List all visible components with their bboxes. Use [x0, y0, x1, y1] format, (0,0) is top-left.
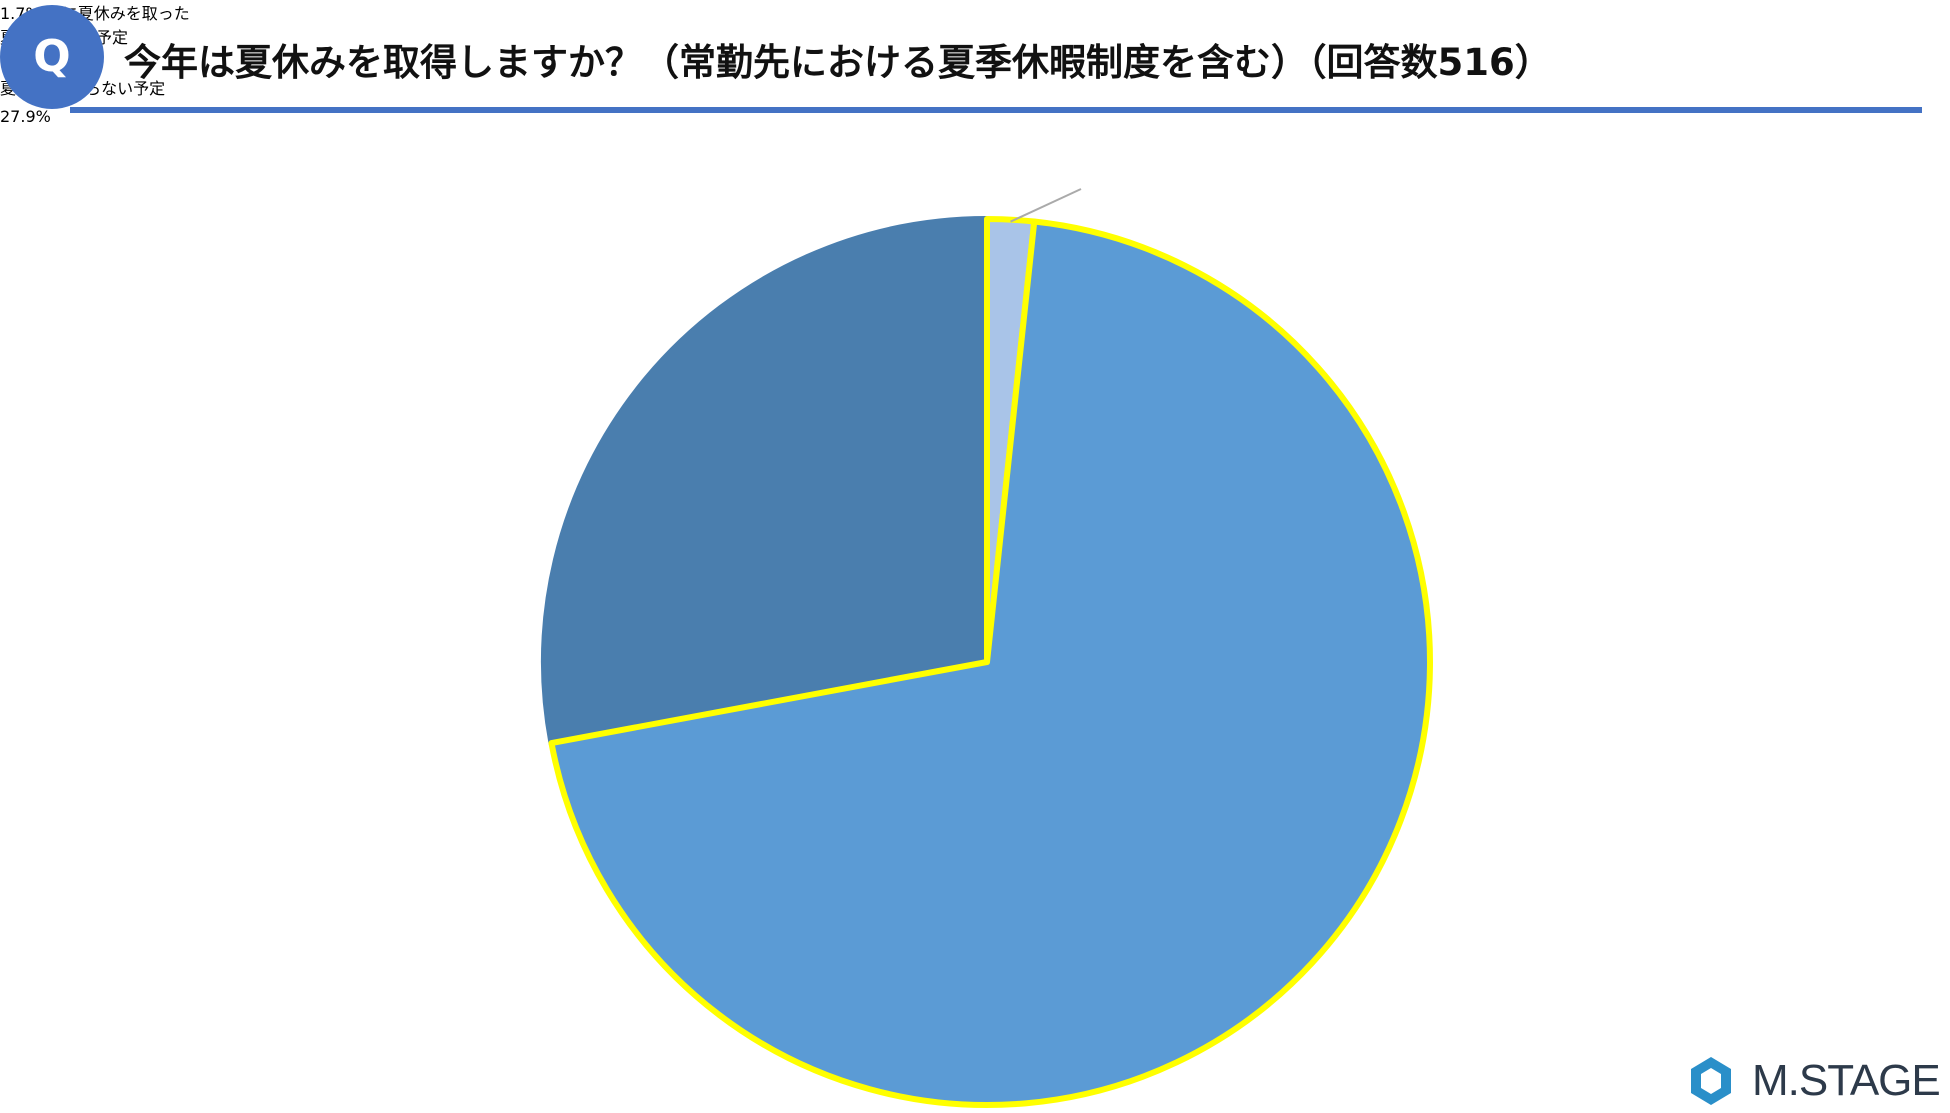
title-rule [70, 107, 1922, 113]
leader-line [1010, 188, 1082, 223]
value-label: 27.9% [0, 107, 51, 126]
badge: Q [33, 31, 71, 82]
chart-title: 今年は夏休みを取得しますか？（常勤先における夏季休暇制度を含む）（回答数516） [124, 41, 1552, 84]
pie-slice [548, 218, 1433, 1108]
badge-circle [0, 5, 104, 109]
logo-icon-inner [1701, 1068, 1721, 1094]
logo: M.STAGE [1752, 1056, 1941, 1105]
pie-slice [541, 216, 990, 747]
